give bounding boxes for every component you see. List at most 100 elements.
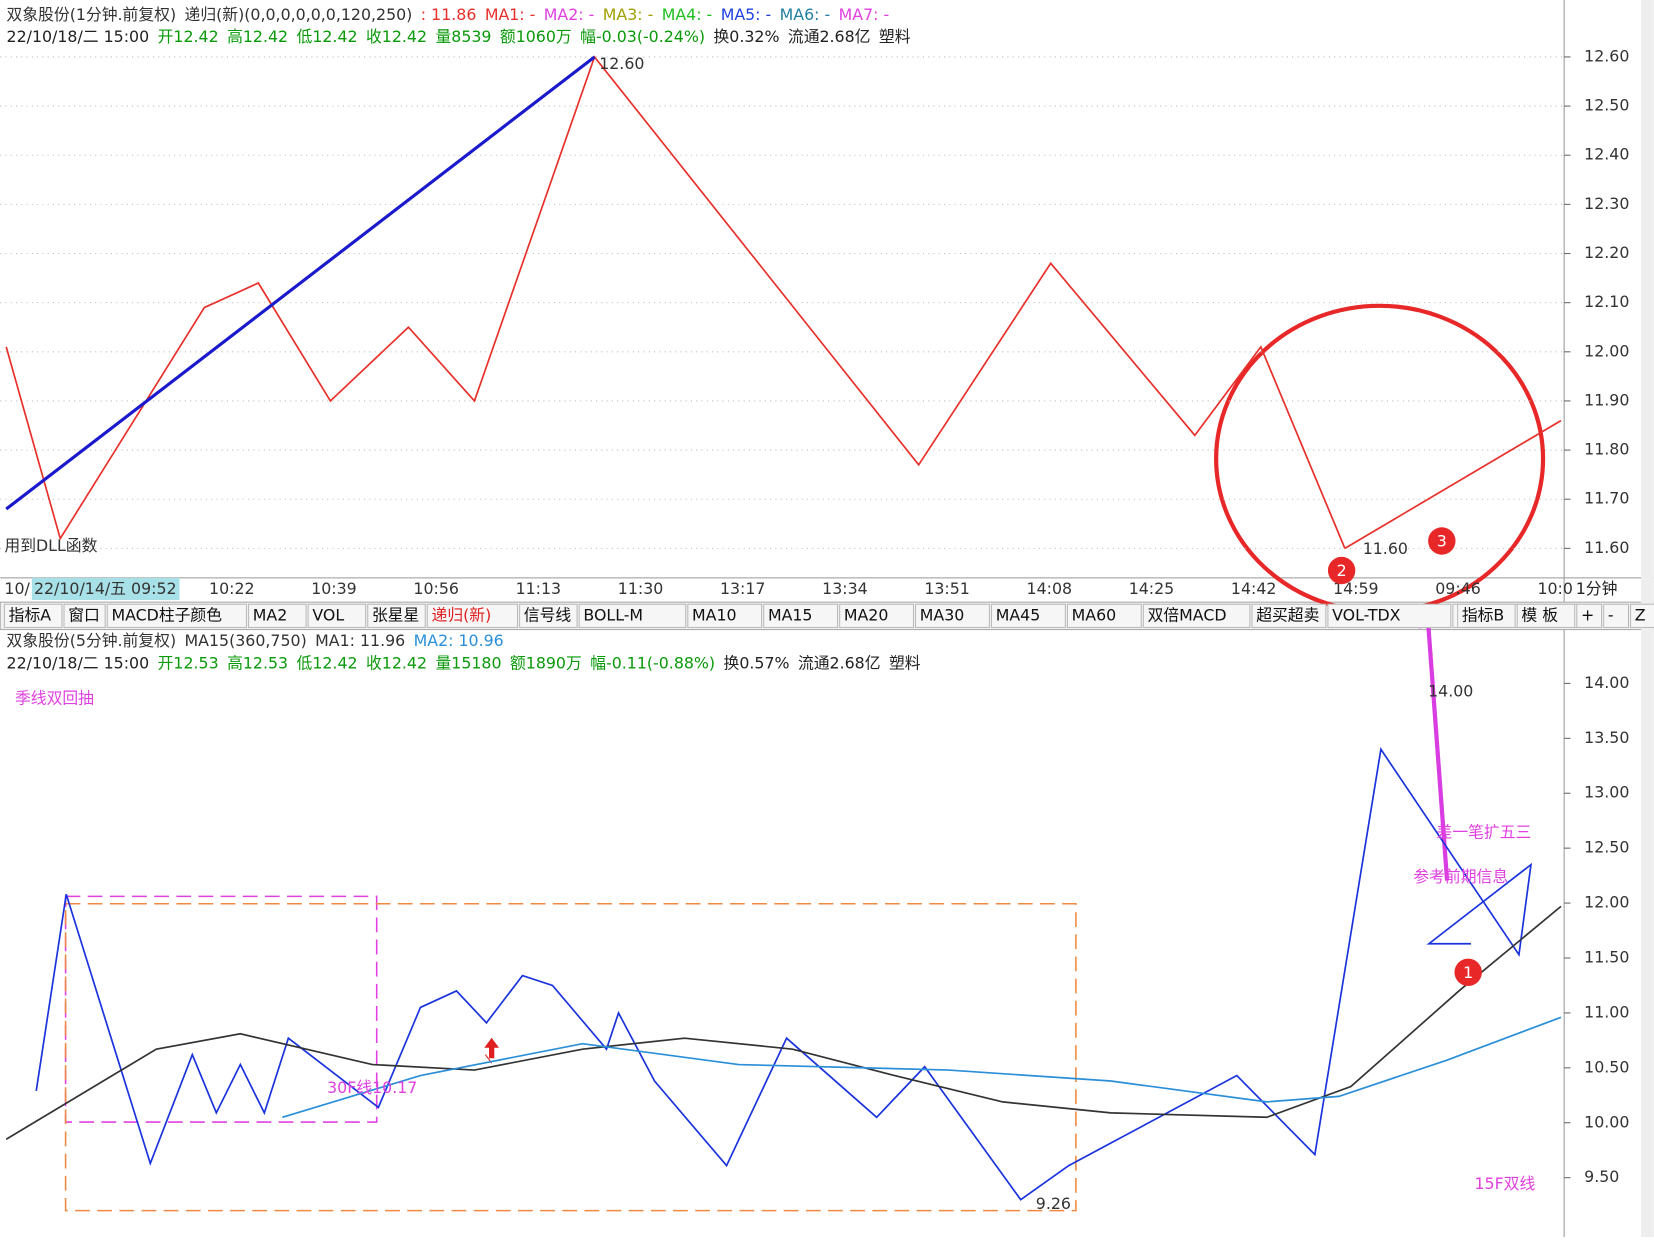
toolbar-button[interactable] (3, 603, 63, 628)
toolbar-label[interactable]: MACD柱子颜色 (111, 605, 222, 624)
annotation: 差一笔扩五三 (1437, 823, 1532, 842)
toolbar-button[interactable] (248, 603, 307, 628)
y-tick-label: 12.00 (1584, 893, 1629, 912)
toolbar-label[interactable]: 指标B (1462, 605, 1504, 624)
toolbar-button[interactable] (1630, 603, 1654, 628)
toolbar-button[interactable] (1457, 603, 1516, 628)
y-tick-label: 11.80 (1584, 440, 1629, 459)
header-item: MA3: - (603, 4, 654, 23)
toolbar-label[interactable]: MA45 (996, 605, 1041, 624)
toolbar-label[interactable]: 信号线 (524, 605, 572, 624)
marker-circle (1327, 556, 1356, 585)
toolbar-button[interactable] (367, 603, 426, 628)
time-label: 14:25 (1129, 579, 1175, 598)
header-item: 开12.53 (158, 653, 219, 672)
header-item: 开12.42 (158, 26, 219, 45)
toolbar-label[interactable]: MA30 (920, 605, 965, 624)
header-item: 双象股份(5分钟.前复权) (7, 631, 177, 650)
toolbar-button[interactable] (687, 603, 763, 628)
header-row: 双象股份(1分钟.前复权) 递归(新)(0,0,0,0,0,0,120,250):… (7, 4, 890, 23)
toolbar-label[interactable]: MA2 (253, 605, 288, 624)
y-tick-label: 12.30 (1584, 194, 1629, 213)
marker-number: 1 (1463, 963, 1473, 982)
toolbar-button[interactable] (990, 603, 1066, 628)
y-tick-label: 13.50 (1584, 728, 1629, 747)
toolbar-button[interactable] (578, 603, 687, 628)
y-tick-label: 12.60 (1584, 46, 1629, 65)
toolbar-button[interactable] (307, 603, 367, 628)
annotation: 用到DLL函数 (4, 536, 97, 555)
toolbar-label[interactable]: 窗口 (68, 605, 100, 624)
toolbar-label[interactable]: 递归(新) (432, 605, 492, 624)
header-item: 幅-0.11(-0.88%) (590, 653, 715, 672)
time-label: 10:56 (413, 579, 459, 598)
toolbar-label[interactable]: BOLL-M (583, 605, 643, 624)
y-tick-label: 10.00 (1584, 1112, 1629, 1131)
toolbar-label[interactable]: Z (1635, 605, 1646, 624)
toolbar-button[interactable] (1576, 603, 1603, 628)
toolbar-label[interactable]: MA20 (844, 605, 889, 624)
time-label: 13:51 (924, 579, 970, 598)
toolbar-button[interactable] (106, 603, 247, 628)
toolbar-label[interactable]: 模 板 (1521, 605, 1558, 624)
time-label: 09:46 (1435, 579, 1481, 598)
toolbar-button[interactable] (519, 603, 578, 628)
header-row: 22/10/18/二 15:00 开12.53 高12.53 低12.42 收12.42… (7, 653, 921, 672)
annotation: 参考前期信息 (1413, 867, 1508, 886)
time-label: 11:13 (516, 579, 562, 598)
toolbar-label[interactable]: MA15 (768, 605, 813, 624)
annotation: 11.60 (1363, 539, 1408, 558)
toolbar-label[interactable]: 指标A (9, 605, 52, 624)
toolbar-button[interactable] (1251, 603, 1327, 628)
annotation: 14.00 (1428, 681, 1473, 700)
toolbar-button[interactable] (915, 603, 990, 628)
toolbar-label[interactable]: - (1608, 605, 1614, 624)
time-label: 10:0 (1537, 579, 1572, 598)
annotation: 季线双回抽 (15, 689, 94, 708)
header-item: MA6: - (780, 4, 831, 23)
toolbar-label[interactable]: + (1581, 605, 1594, 624)
header-item: 量15180 (435, 653, 501, 672)
y-tick-label: 12.50 (1584, 838, 1629, 857)
header-item: 流通2.68亿 (788, 26, 871, 45)
y-tick-label: 12.10 (1584, 292, 1629, 311)
time-label: 10/ (4, 579, 30, 598)
toolbar-label[interactable]: MA60 (1072, 605, 1117, 624)
toolbar-label[interactable]: MA10 (692, 605, 737, 624)
header-item: 22/10/18/二 15:00 (7, 653, 150, 672)
toolbar-button[interactable] (1066, 603, 1142, 628)
header-row: 22/10/18/二 15:00 开12.42 高12.42 低12.42 收12.42… (7, 26, 911, 45)
y-tick-label: 12.40 (1584, 145, 1629, 164)
toolbar-button[interactable] (1142, 603, 1251, 628)
toolbar-button[interactable] (1327, 603, 1452, 628)
toolbar-button[interactable] (839, 603, 915, 628)
toolbar-button[interactable] (763, 603, 839, 628)
annotation: 12.60 (599, 54, 644, 73)
toolbar-button[interactable] (1516, 603, 1576, 628)
toolbar-label[interactable]: 超买超卖 (1256, 605, 1319, 624)
toolbar-label[interactable]: VOL (312, 605, 344, 624)
y-tick-label: 10.50 (1584, 1057, 1629, 1076)
header-item: MA7: - (839, 4, 890, 23)
header-item: 低12.42 (297, 653, 358, 672)
time-label: 11:30 (618, 579, 664, 598)
y-tick-label: 11.00 (1584, 1002, 1629, 1021)
toolbar-label[interactable]: VOL-TDX (1332, 605, 1401, 624)
toolbar-label[interactable]: 张星星 (372, 605, 419, 624)
time-label: 13:34 (822, 579, 868, 598)
series-line (282, 1016, 1562, 1119)
series-line (35, 747, 1533, 1201)
series-line (5, 905, 1562, 1140)
y-tick-label: 14.00 (1584, 673, 1629, 692)
time-label: 10:22 (209, 579, 255, 598)
toolbar-label[interactable]: 双倍MACD (1148, 605, 1227, 624)
header-item: 高12.53 (227, 653, 288, 672)
toolbar-button[interactable] (426, 603, 519, 628)
arrow (1425, 622, 1450, 881)
toolbar-button[interactable] (63, 603, 106, 628)
annotation: 9.26 (1036, 1194, 1071, 1213)
toolbar-button[interactable] (1603, 603, 1629, 628)
marker-circle (1428, 527, 1456, 555)
header-item: : 11.86 (421, 4, 477, 23)
